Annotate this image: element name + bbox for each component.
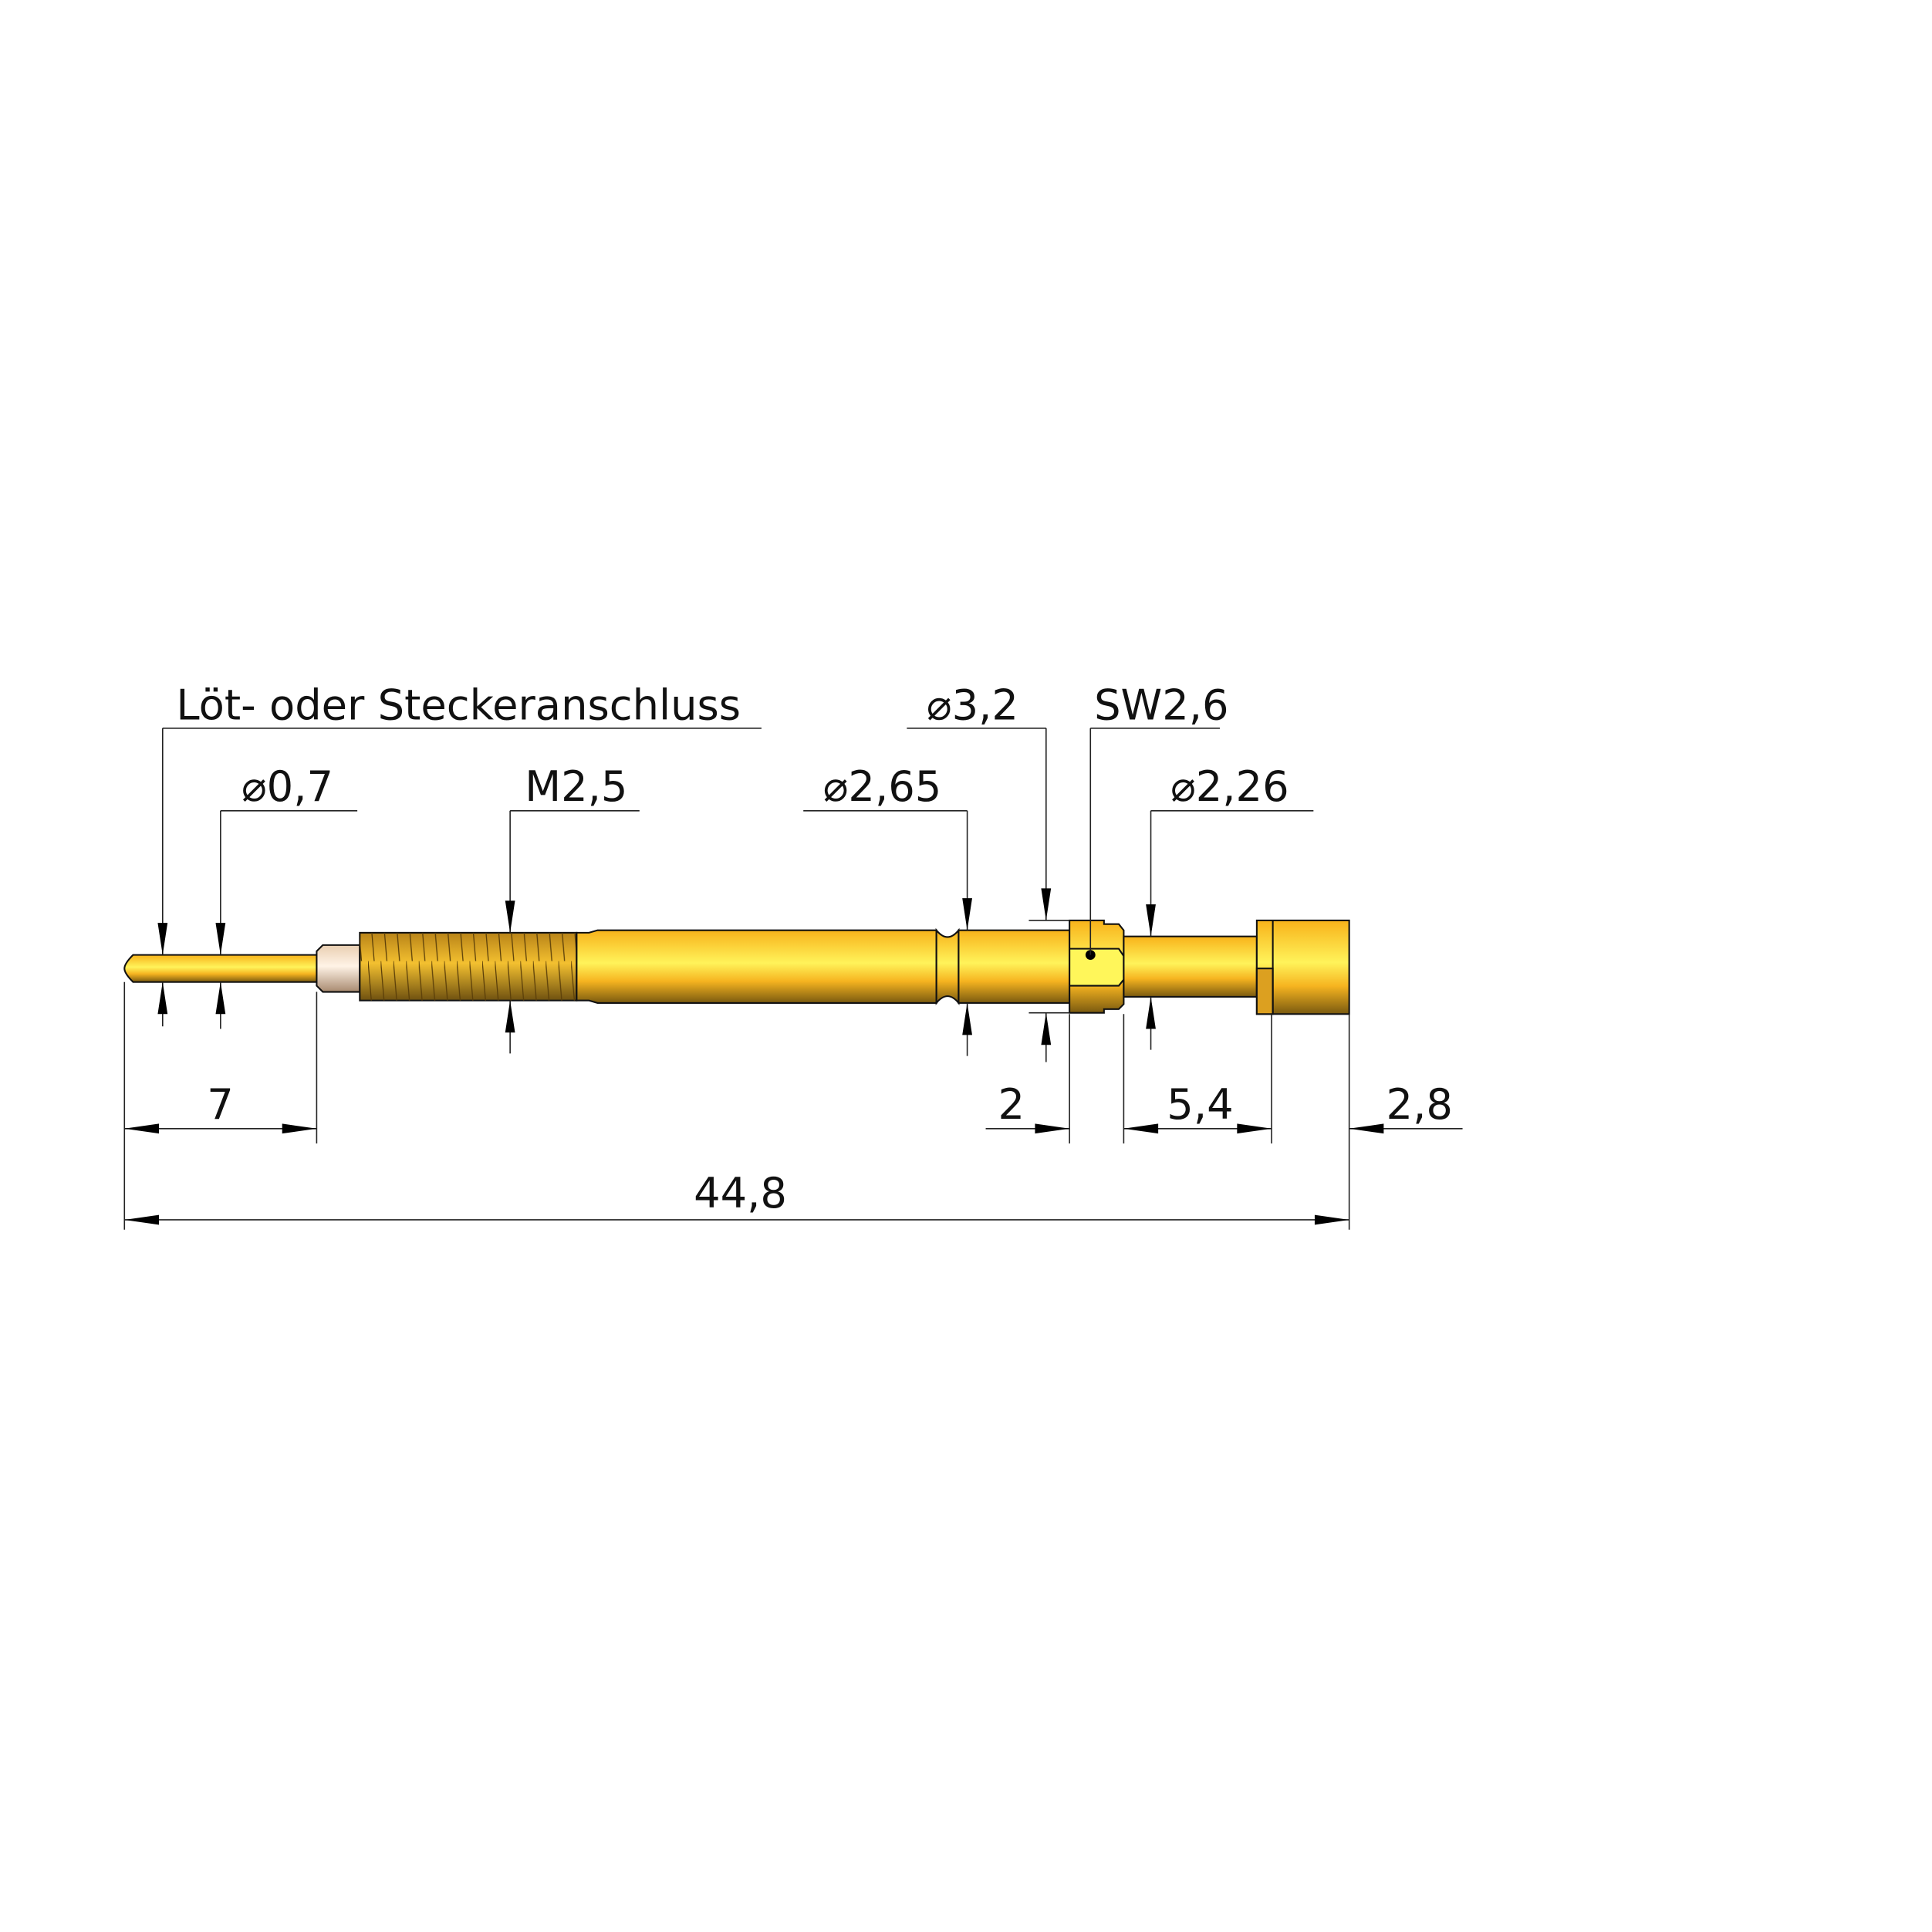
label-thread: M2,5 [525,762,627,811]
dim-pin-length: 7 [207,1080,234,1129]
pin [123,954,319,983]
dim-collar-length: 2 [998,1080,1025,1129]
dim-head-length: 2,8 [1387,1080,1453,1129]
dim-total-length: 44,8 [694,1169,787,1218]
label-body-diameter: ⌀2,65 [823,762,942,811]
groove [935,927,960,1005]
dim-shaft-length: 5,4 [1167,1080,1233,1129]
label-connection: Löt- oder Steckeranschluss [176,681,741,730]
label-pin-diameter: ⌀0,7 [242,762,333,811]
dimension-lines [123,981,1463,1230]
label-shaft-diameter: ⌀2,26 [1170,762,1289,811]
body [958,929,1071,1004]
annotation-leaders [157,727,1314,1062]
label-collar-diameter: ⌀3,2 [927,681,1018,730]
contact-probe [123,919,1350,1015]
insulator [316,944,361,993]
label-wrench-size: SW2,6 [1094,681,1228,730]
shaft [1123,935,1258,998]
